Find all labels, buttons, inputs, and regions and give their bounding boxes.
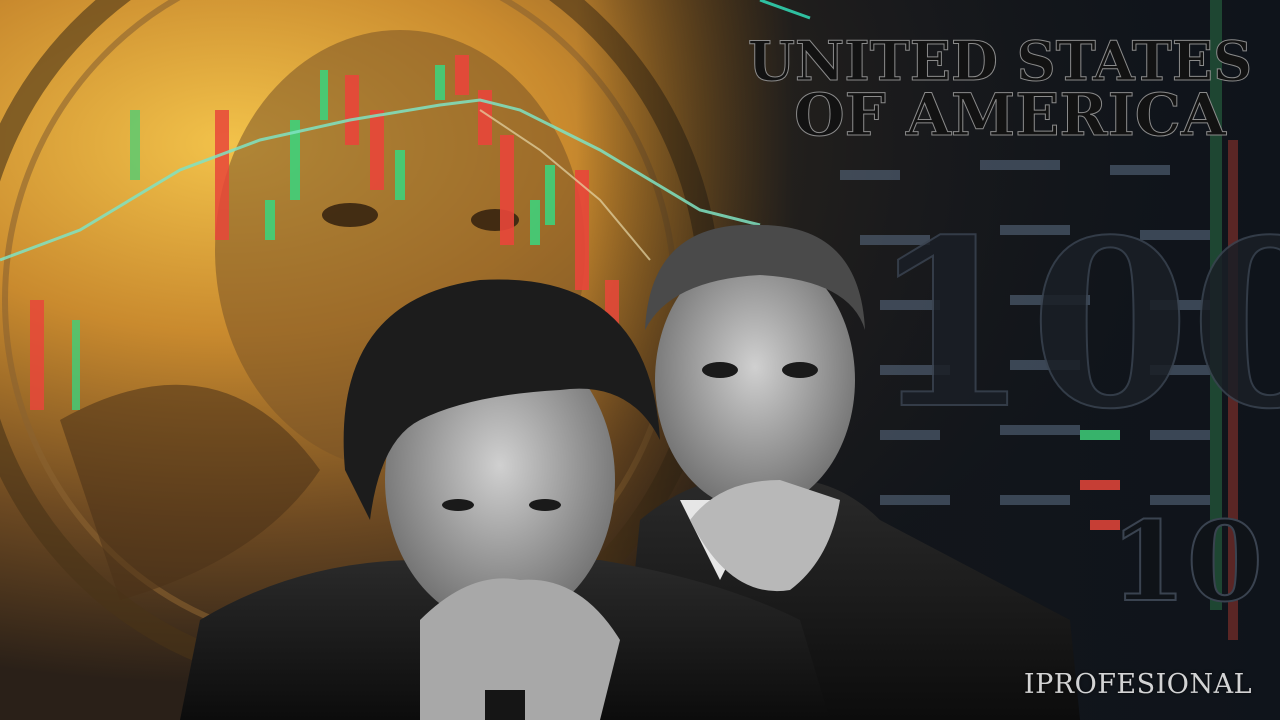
board-ticks: [1080, 0, 1238, 640]
board-rows: [840, 160, 1210, 505]
bill-corner-denomination: 10: [1110, 497, 1263, 626]
candlestick-overlay: [0, 0, 811, 410]
trend-line: [0, 98, 761, 262]
publisher-watermark: IPROFESIONAL: [1023, 669, 1252, 700]
bill-line1: UNITED STATES: [748, 29, 1252, 93]
person-left: [180, 279, 830, 720]
bill-denomination: 100: [870, 190, 1280, 460]
bill-line2: OF AMERICA: [794, 81, 1227, 149]
